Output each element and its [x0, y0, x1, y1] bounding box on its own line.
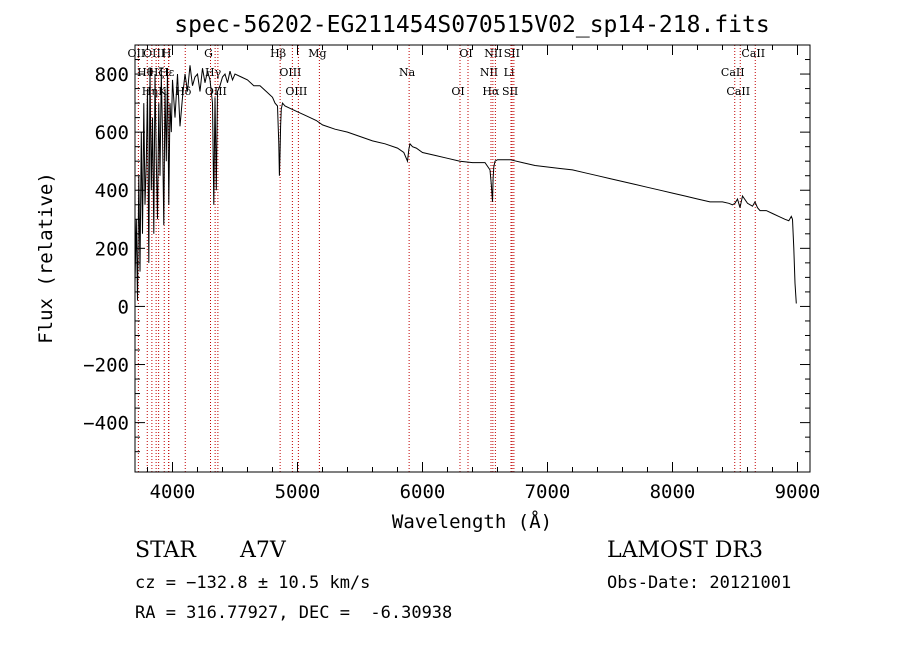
line-label: Li — [504, 66, 515, 79]
x-tick-label: 7000 — [525, 481, 571, 503]
line-label: OI — [459, 47, 472, 60]
line-label: NII — [484, 47, 502, 60]
line-label: Mg — [308, 47, 326, 60]
y-tick-label: 400 — [95, 180, 129, 202]
y-tick-label: 0 — [118, 296, 129, 318]
y-tick-label: 200 — [95, 238, 129, 260]
line-label: SII — [502, 85, 518, 98]
line-label: OIII — [285, 85, 307, 98]
line-label: OII — [128, 47, 146, 60]
line-label: Hε — [159, 66, 175, 79]
line-label: CaII — [741, 47, 765, 60]
line-label: Hζ — [149, 66, 165, 79]
line-label: G — [204, 47, 213, 60]
chart-title: spec-56202-EG211454S070515V02_sp14-218.f… — [174, 12, 769, 38]
x-tick-label: 5000 — [275, 481, 321, 503]
coordinates: RA = 316.77927, DEC = -6.30938 — [135, 603, 453, 623]
line-label: SII — [504, 47, 520, 60]
axis-ticks: 4000 5000 6000 7000 8000 9000 −400 −200 0 200 400 6… — [83, 45, 820, 503]
object-subclass: A7V — [240, 538, 286, 563]
y-axis-label: Flux (relative) — [35, 172, 57, 344]
y-tick-label: −400 — [83, 413, 129, 435]
line-label: K — [158, 85, 167, 98]
x-tick-label: 4000 — [150, 481, 196, 503]
plot-frame — [134, 44, 811, 473]
line-label: OIII — [205, 85, 227, 98]
line-label: OIII — [279, 66, 301, 79]
y-tick-label: 600 — [95, 122, 129, 144]
line-label: CaII — [726, 85, 750, 98]
line-label: Hβ — [270, 47, 286, 60]
y-tick-label: 800 — [95, 64, 129, 86]
spectrum-series-line — [134, 65, 797, 304]
survey-name: LAMOST DR3 — [607, 538, 763, 563]
x-axis-label: Wavelength (Å) — [392, 510, 552, 533]
y-tick-label: −200 — [83, 355, 129, 377]
object-class: STAR — [135, 538, 196, 563]
line-label: NII — [480, 66, 498, 79]
line-label: OIII — [143, 47, 165, 60]
x-tick-label: 6000 — [400, 481, 446, 503]
line-label: Hα — [482, 85, 500, 98]
line-label: H — [162, 47, 172, 60]
obs-date: Obs-Date: 20121001 — [607, 573, 792, 593]
x-tick-label: 9000 — [775, 481, 821, 503]
cz-value: cz = −132.8 ± 10.5 km/s — [135, 573, 371, 593]
emission-line-markers: OIIHθHηOIIIHζKHHεHδGHγOIIIHβOIIIOIIIMgNa… — [128, 45, 765, 472]
x-tick-label: 8000 — [650, 481, 696, 503]
line-label: Na — [399, 66, 416, 79]
line-label: OI — [451, 85, 464, 98]
line-label: CaII — [721, 66, 745, 79]
